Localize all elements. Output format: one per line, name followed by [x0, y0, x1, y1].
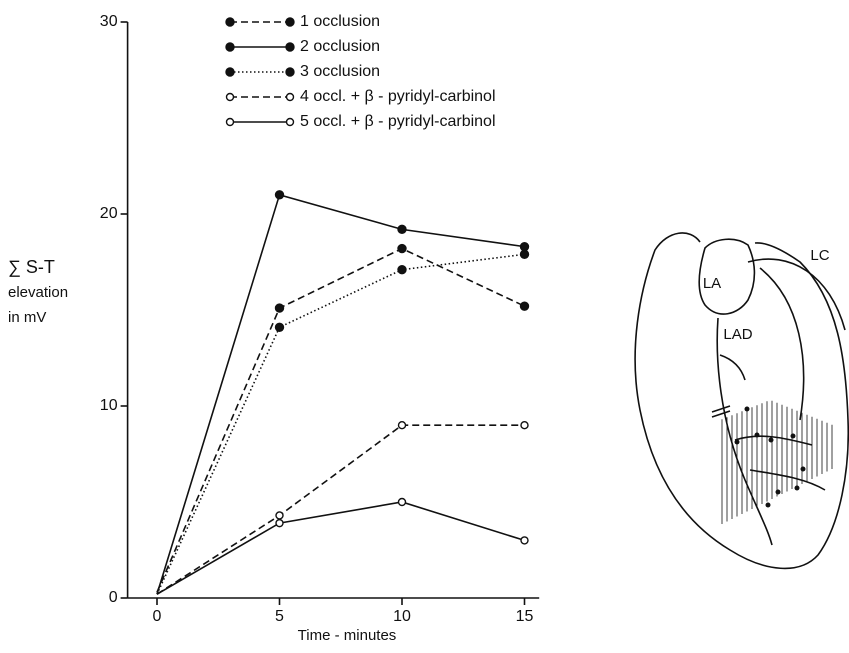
diagram-label: LAD: [723, 326, 752, 343]
legend-entry: 2 occlusion: [225, 38, 380, 55]
dot: [734, 439, 740, 445]
diagonal-2: [749, 469, 826, 491]
series: [156, 190, 530, 595]
legend-label: 1 occlusion: [300, 13, 380, 30]
marker: [274, 322, 285, 332]
heart-outline: [634, 232, 849, 570]
dot: [790, 433, 796, 439]
series-line: [156, 501, 525, 595]
lc-branch: [759, 267, 805, 421]
legend-marker: [285, 42, 295, 52]
legend-entry: 4 occl. + β - pyridyl-carbinol: [225, 88, 496, 105]
series: [156, 243, 530, 593]
marker: [397, 264, 407, 275]
y-axis-label: ∑ S-T elevation in mV: [8, 257, 68, 326]
heart-diagram: LA LAD LC: [634, 232, 849, 570]
y-axis-label-line: elevation: [8, 284, 68, 301]
marker: [274, 303, 285, 313]
legend-marker: [225, 42, 235, 52]
marker: [397, 243, 407, 254]
dot: [794, 485, 800, 491]
marker: [274, 190, 285, 200]
marker: [520, 536, 529, 545]
diagram-label: LA: [703, 275, 721, 292]
dot: [768, 437, 774, 443]
y-tick-label: 10: [100, 397, 118, 414]
series: [156, 249, 530, 595]
ligature: [711, 405, 731, 418]
marker: [275, 518, 284, 528]
dot: [744, 406, 750, 412]
dot: [775, 489, 781, 495]
legend-label: 5 occl. + β - pyridyl-carbinol: [300, 113, 496, 130]
x-tick-label: 10: [393, 608, 411, 625]
legend-entry: 3 occlusion: [225, 63, 380, 80]
legend-marker: [225, 92, 235, 102]
legend-marker: [285, 67, 295, 77]
legend-marker: [225, 117, 235, 127]
marker: [519, 249, 530, 260]
x-tick-label: 0: [153, 608, 162, 625]
series-line: [156, 424, 525, 595]
left-atrium: [698, 238, 756, 315]
y-axis-label-line: ∑ S-T: [8, 257, 55, 277]
dot: [800, 466, 806, 472]
marker: [397, 421, 407, 430]
x-axis-label: Time - minutes: [298, 627, 397, 644]
diagram-label: LC: [810, 247, 829, 264]
series: [156, 421, 529, 595]
series: [156, 497, 529, 595]
lc-artery: [747, 258, 846, 331]
y-tick-label: 0: [109, 589, 118, 606]
dot: [754, 432, 760, 438]
legend-label: 2 occlusion: [300, 38, 380, 55]
x-tick-label: 15: [516, 608, 534, 625]
ischemic-zone: [721, 400, 833, 524]
lad-artery: [716, 317, 773, 546]
y-tick-label: 20: [100, 205, 118, 222]
marker: [520, 421, 529, 430]
series-line: [156, 247, 525, 593]
legend-label: 4 occl. + β - pyridyl-carbinol: [300, 88, 496, 105]
diagonal: [734, 435, 813, 446]
legend-entry: 5 occl. + β - pyridyl-carbinol: [225, 113, 496, 130]
marker: [397, 224, 407, 235]
legend-entry: 1 occlusion: [225, 13, 380, 30]
marker: [519, 241, 530, 252]
legend-marker: [225, 17, 235, 27]
marker: [275, 511, 284, 520]
legend-marker: [285, 17, 295, 27]
marker: [519, 301, 530, 311]
legend-label: 3 occlusion: [300, 63, 380, 80]
x-tick-label: 5: [275, 608, 284, 625]
marker: [397, 497, 407, 507]
legend-marker: [225, 67, 235, 77]
y-axis-label-line: in mV: [8, 309, 46, 326]
lad-branch: [719, 354, 746, 381]
series-line: [156, 193, 525, 595]
y-tick-label: 30: [100, 13, 118, 30]
dot: [765, 502, 771, 508]
series-line: [156, 253, 525, 595]
legend-marker: [285, 117, 295, 127]
legend-marker: [285, 92, 295, 102]
